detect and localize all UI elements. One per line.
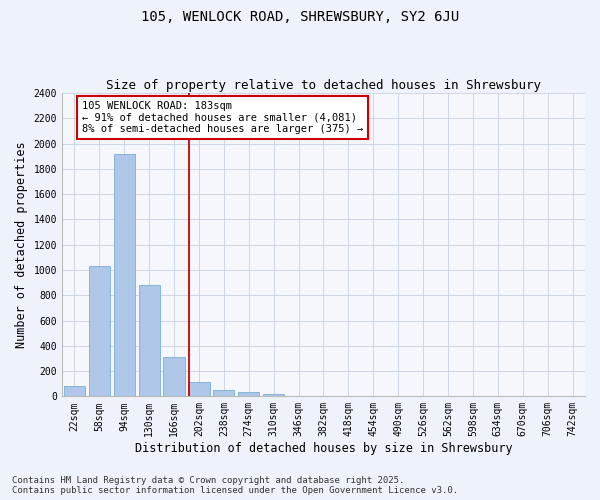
Bar (64, 386, 85, 396)
Text: 105 WENLOCK ROAD: 183sqm
← 91% of detached houses are smaller (4,081)
8% of semi: 105 WENLOCK ROAD: 183sqm ← 91% of detach… (82, 100, 363, 134)
X-axis label: Distribution of detached houses by size in Shrewsbury: Distribution of detached houses by size … (134, 442, 512, 455)
Bar (213, 390, 235, 396)
Y-axis label: Number of detached properties: Number of detached properties (15, 142, 28, 348)
Text: 105, WENLOCK ROAD, SHREWSBURY, SY2 6JU: 105, WENLOCK ROAD, SHREWSBURY, SY2 6JU (141, 10, 459, 24)
Bar (163, 356, 185, 397)
Bar (188, 382, 209, 396)
Bar (263, 394, 284, 396)
Bar (139, 285, 160, 397)
Title: Size of property relative to detached houses in Shrewsbury: Size of property relative to detached ho… (106, 79, 541, 92)
Bar (113, 154, 135, 396)
Bar (238, 392, 259, 396)
Text: Contains HM Land Registry data © Crown copyright and database right 2025.
Contai: Contains HM Land Registry data © Crown c… (12, 476, 458, 495)
Bar (89, 266, 110, 396)
